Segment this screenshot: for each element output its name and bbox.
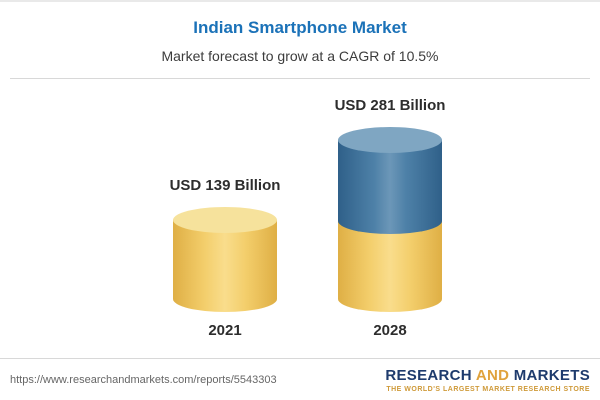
cylinder-2028-top [338, 127, 442, 153]
research-and-markets-logo: RESEARCH AND MARKETS THE WORLD'S LARGEST… [385, 367, 590, 393]
report-url-link[interactable]: https://www.researchandmarkets.com/repor… [10, 373, 277, 386]
logo-tagline: THE WORLD'S LARGEST MARKET RESEARCH STOR… [386, 385, 590, 393]
bar-label-2028: USD 281 Billion [334, 97, 446, 114]
footer: https://www.researchandmarkets.com/repor… [0, 358, 600, 400]
cylinder-2021-body [173, 220, 277, 312]
logo-wordmark: RESEARCH AND MARKETS [385, 367, 590, 384]
logo-word-and: AND [475, 366, 510, 384]
logo-word-research: RESEARCH [385, 366, 472, 384]
header-divider [10, 78, 590, 79]
logo-word-markets: MARKETS [513, 366, 590, 384]
chart-title: Indian Smartphone Market [193, 18, 407, 37]
chart-area: USD 139 Billion USD 281 Billion 2021 202… [0, 82, 600, 362]
category-label-2028: 2028 [373, 322, 407, 339]
cylinder-2028-yellow-body [338, 220, 442, 312]
chart-subtitle: Market forecast to grow at a CAGR of 10.… [161, 48, 439, 64]
bar-label-2021: USD 139 Billion [169, 177, 281, 194]
cylinder-2028-blue-body [338, 140, 442, 234]
category-label-2021: 2021 [208, 322, 242, 339]
cylinder-2021-top [173, 207, 277, 233]
